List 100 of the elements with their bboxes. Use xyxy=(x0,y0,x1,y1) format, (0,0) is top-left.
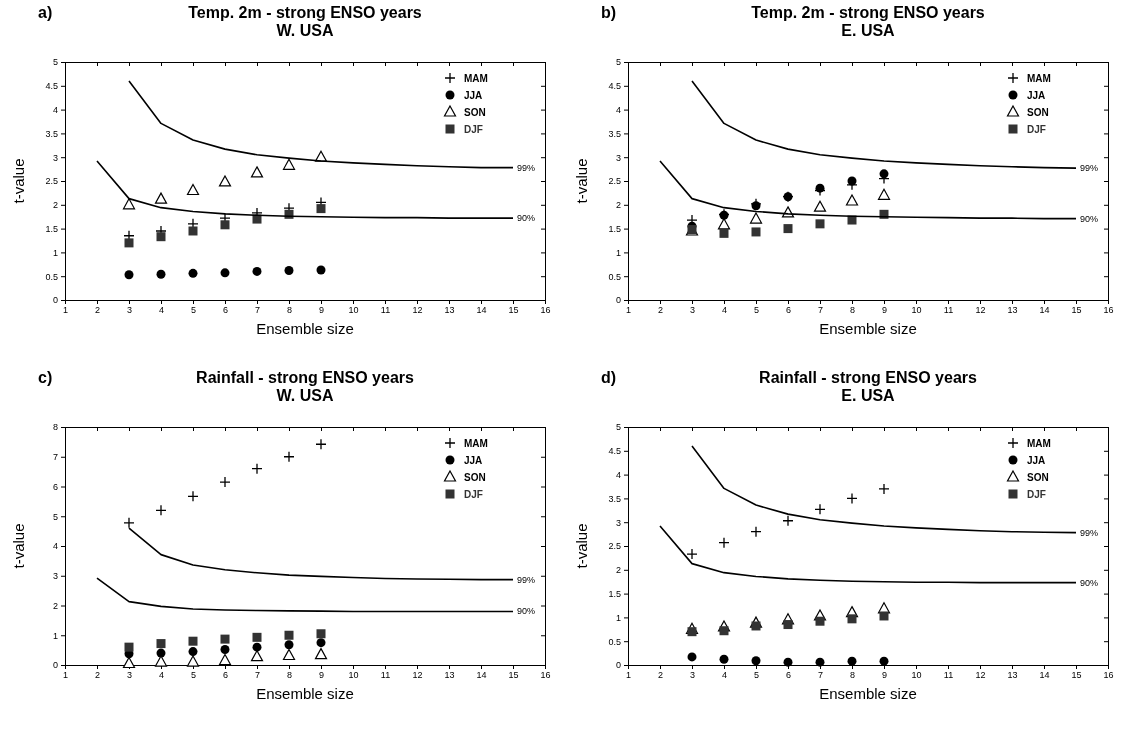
x-tick-label: 8 xyxy=(849,670,856,681)
x-tick-label: 8 xyxy=(286,305,293,316)
legend-label: DJF xyxy=(1027,489,1046,500)
y-tick-label: 1 xyxy=(52,247,58,258)
y-tick-label: 8 xyxy=(52,422,58,433)
x-tick-label: 11 xyxy=(943,670,954,681)
x-tick-label: 10 xyxy=(348,305,359,316)
x-tick-label: 13 xyxy=(444,670,455,681)
x-tick-label: 12 xyxy=(412,305,423,316)
legend-label: JJA xyxy=(464,455,483,466)
x-tick-label: 15 xyxy=(508,670,519,681)
y-tick-label: 4 xyxy=(52,104,58,115)
y-tick-label: 2.5 xyxy=(608,541,621,552)
x-axis-title: Ensemble size xyxy=(256,685,354,702)
chart-title: Rainfall - strong ENSO years xyxy=(196,369,415,386)
x-tick-label: 6 xyxy=(222,670,229,681)
y-tick-label: 2.5 xyxy=(608,176,621,187)
chart-title: Rainfall - strong ENSO years xyxy=(759,369,978,386)
y-tick-label: 6 xyxy=(52,481,58,492)
y-tick-label: 1.5 xyxy=(608,223,621,234)
y-tick-label: 4 xyxy=(52,541,58,552)
y-axis-title: t-value xyxy=(573,158,590,204)
y-tick-label: 1 xyxy=(52,630,58,641)
x-tick-label: 14 xyxy=(1039,305,1050,316)
x-tick-label: 16 xyxy=(540,670,551,681)
x-tick-label: 3 xyxy=(689,670,696,681)
x-tick-label: 11 xyxy=(380,305,391,316)
x-tick-label: 13 xyxy=(1007,305,1018,316)
legend-label: MAM xyxy=(464,438,488,449)
x-tick-label: 5 xyxy=(190,670,197,681)
x-tick-label: 12 xyxy=(975,305,986,316)
y-tick-label: 4.5 xyxy=(608,446,621,457)
series-label: 90% xyxy=(1080,577,1099,588)
x-tick-label: 2 xyxy=(94,305,101,316)
x-tick-label: 5 xyxy=(753,305,760,316)
series-label: 90% xyxy=(517,213,536,224)
x-tick-label: 4 xyxy=(158,305,165,316)
y-tick-label: 0 xyxy=(615,295,621,306)
x-tick-label: 14 xyxy=(476,670,487,681)
y-tick-label: 4 xyxy=(615,104,621,115)
y-tick-label: 1 xyxy=(615,612,621,623)
text: b) xyxy=(601,4,617,21)
x-tick-label: 2 xyxy=(94,670,101,681)
legend-label: JJA xyxy=(464,90,483,101)
chart-subtitle: W. USA xyxy=(276,22,334,39)
series-label: 90% xyxy=(517,606,536,617)
y-axis-title: t-value xyxy=(10,523,27,569)
x-tick-label: 10 xyxy=(911,305,922,316)
x-tick-label: 14 xyxy=(1039,670,1050,681)
legend-label: JJA xyxy=(1027,455,1046,466)
y-tick-label: 3 xyxy=(52,152,58,163)
y-tick-label: 2.5 xyxy=(45,176,58,187)
x-tick-label: 16 xyxy=(1103,305,1114,316)
text: d) xyxy=(601,369,617,386)
y-tick-label: 0.5 xyxy=(608,271,621,282)
y-tick-label: 5 xyxy=(615,422,621,433)
y-tick-label: 3 xyxy=(615,152,621,163)
x-tick-label: 10 xyxy=(348,670,359,681)
chart-title: Temp. 2m - strong ENSO years xyxy=(188,4,422,21)
legend-label: DJF xyxy=(1027,124,1046,135)
text: a) xyxy=(38,4,53,21)
x-tick-label: 13 xyxy=(444,305,455,316)
y-tick-label: 0.5 xyxy=(45,271,58,282)
y-tick-label: 0 xyxy=(52,660,58,671)
y-tick-label: 4 xyxy=(615,469,621,480)
y-tick-label: 2 xyxy=(52,600,58,611)
x-tick-label: 8 xyxy=(286,670,293,681)
y-tick-label: 5 xyxy=(52,511,58,522)
x-tick-label: 9 xyxy=(881,305,888,316)
legend-label: SON xyxy=(464,472,486,483)
chart-subtitle: W. USA xyxy=(276,387,334,404)
series-label: 90% xyxy=(1080,213,1099,224)
x-tick-label: 2 xyxy=(657,670,664,681)
x-tick-label: 3 xyxy=(126,670,133,681)
x-tick-label: 15 xyxy=(1071,305,1082,316)
x-tick-label: 1 xyxy=(62,305,69,316)
series-label: 99% xyxy=(517,574,536,585)
y-tick-label: 3.5 xyxy=(608,493,621,504)
x-tick-label: 4 xyxy=(721,305,728,316)
x-tick-label: 8 xyxy=(849,305,856,316)
x-axis-title: Ensemble size xyxy=(819,320,917,337)
chart-subtitle: E. USA xyxy=(841,387,896,404)
chart-subtitle: E. USA xyxy=(841,22,896,39)
y-tick-label: 3.5 xyxy=(45,128,58,139)
x-tick-label: 6 xyxy=(785,670,792,681)
series-label: 99% xyxy=(517,162,536,173)
x-tick-label: 1 xyxy=(62,670,69,681)
x-tick-label: 7 xyxy=(254,305,261,316)
y-tick-label: 0.5 xyxy=(608,636,621,647)
x-tick-label: 11 xyxy=(380,670,391,681)
x-tick-label: 1 xyxy=(625,305,632,316)
legend-label: JJA xyxy=(1027,90,1046,101)
x-axis-title: Ensemble size xyxy=(819,685,917,702)
x-tick-label: 12 xyxy=(412,670,423,681)
legend-label: MAM xyxy=(1027,73,1051,84)
chart-title: Temp. 2m - strong ENSO years xyxy=(751,4,985,21)
legend-label: MAM xyxy=(464,73,488,84)
x-tick-label: 1 xyxy=(625,670,632,681)
legend-label: MAM xyxy=(1027,438,1051,449)
x-tick-label: 3 xyxy=(126,305,133,316)
